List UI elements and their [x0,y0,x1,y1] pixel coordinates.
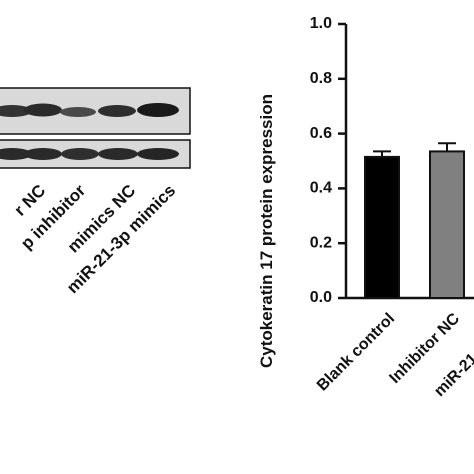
x-category-label: Blank control [314,310,398,394]
y-tick-label: 1.0 [310,15,332,32]
y-tick-label: 0.0 [310,289,332,306]
y-axis-ticks: 0.0 0.2 0.4 0.6 0.8 1.0 [310,15,346,306]
y-tick-label: 0.4 [310,180,332,197]
blot-band [137,103,179,117]
blot-band [60,107,96,117]
y-tick-label: 0.2 [310,234,332,251]
blot-band [0,105,32,117]
blot-band [0,148,32,160]
bar [364,155,400,299]
bar-chart: Cytokeratin 17 protein expression 0.0 0.2… [257,15,474,400]
blot-band [98,105,136,117]
bars [364,142,465,299]
western-blot: r NC p inhibitor mimics NC miR-21-3p mim… [0,87,191,297]
blot-band [137,148,179,160]
blot-band [61,148,99,160]
blot-band [98,148,138,160]
y-tick-label: 0.8 [310,70,332,87]
y-tick-label: 0.6 [310,125,332,142]
y-axis-title: Cytokeratin 17 protein expression [257,94,276,368]
blot-band [24,103,62,117]
bar [429,150,465,299]
blot-band [24,148,62,160]
